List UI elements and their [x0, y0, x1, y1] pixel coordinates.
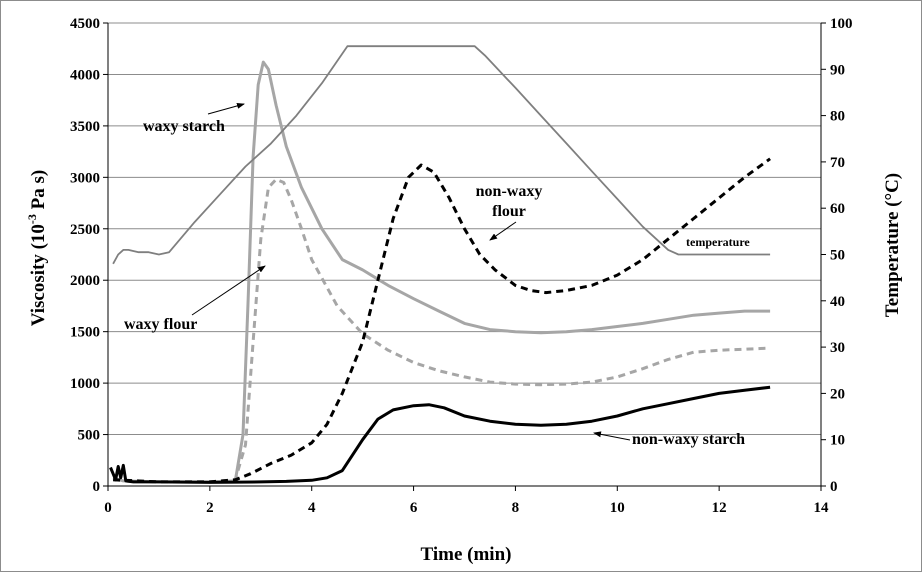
annotation-arrow-non-waxy-starch — [593, 431, 631, 441]
y2-tick-label: 60 — [830, 201, 845, 217]
y2-tick-label: 20 — [830, 386, 845, 402]
x-tick-label: 12 — [712, 500, 727, 516]
annotation-arrow-non-waxy-flour — [489, 221, 517, 241]
series-lines — [109, 45, 771, 484]
gridlines — [108, 22, 821, 436]
y-axis-title-tail: Pa s) — [28, 170, 49, 214]
y2-tick-label: 0 — [830, 479, 838, 495]
y-tick-label: 0 — [93, 479, 101, 495]
tick-labels: 0500100015002000250030003500400045000102… — [70, 16, 853, 516]
y-tick-label: 1000 — [70, 376, 100, 392]
y-axis-title-superscript: -3 — [25, 214, 39, 224]
series-line-waxy-starch — [112, 60, 771, 484]
y2-tick-label: 100 — [830, 16, 853, 32]
y2-tick-label: 90 — [830, 62, 845, 78]
annotation-non-waxy-flour-line2: flour — [492, 203, 526, 220]
x-tick-label: 14 — [814, 500, 830, 516]
y-tick-label: 500 — [78, 428, 101, 444]
x-tick-label: 8 — [512, 500, 520, 516]
y-axis-title-main: Viscosity (10 — [28, 224, 49, 326]
annotation-non-waxy-starch: non-waxy starch — [632, 431, 745, 448]
annotation-arrow-waxy-flour — [191, 265, 266, 316]
annotation-waxy-starch: waxy starch — [143, 118, 225, 135]
y-axis-title: Viscosity (10-3 Pa s) — [25, 170, 49, 327]
axes — [103, 22, 826, 491]
x-tick-label: 6 — [410, 500, 418, 516]
y2-tick-label: 10 — [830, 433, 845, 449]
y2-tick-label: 30 — [830, 340, 845, 356]
y-tick-label: 4000 — [70, 67, 100, 83]
x-tick-label: 10 — [610, 500, 625, 516]
x-tick-label: 2 — [206, 500, 214, 516]
y2-tick-label: 80 — [830, 109, 845, 125]
annotation-waxy-flour: waxy flour — [124, 316, 197, 333]
series-line-waxy-flour — [113, 177, 771, 484]
y2-axis-title: Temperature (°C) — [882, 173, 903, 317]
y2-tick-label: 70 — [830, 155, 845, 171]
annotation-arrow-waxy-starch — [207, 102, 245, 115]
annotation-temperature: temperature — [686, 235, 750, 249]
y-tick-label: 1500 — [70, 325, 100, 341]
annotation-non-waxy-flour-line1: non-waxy — [476, 183, 543, 200]
y-tick-label: 3000 — [70, 170, 100, 186]
x-tick-label: 0 — [104, 500, 112, 516]
y2-tick-label: 40 — [830, 294, 845, 310]
series-line-non-waxy-starch — [109, 385, 771, 484]
y-tick-label: 2500 — [70, 222, 100, 238]
y-tick-label: 2000 — [70, 273, 100, 289]
y-tick-label: 3500 — [70, 119, 100, 135]
y2-tick-label: 50 — [830, 248, 845, 264]
x-axis-title: Time (min) — [421, 544, 512, 565]
series-line-temperature — [112, 45, 771, 265]
x-tick-label: 4 — [308, 500, 316, 516]
series-line-non-waxy-flour — [113, 157, 771, 484]
y-tick-label: 4500 — [70, 16, 100, 32]
